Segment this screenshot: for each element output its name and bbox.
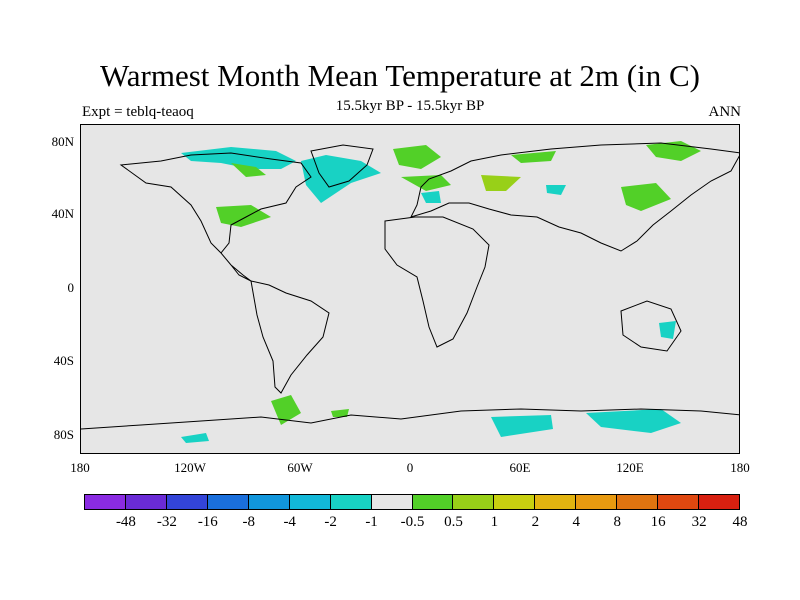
- colorbar-label: 16: [650, 514, 666, 530]
- colorbar-label: 48: [732, 514, 748, 530]
- anomaly-patch: [659, 321, 676, 339]
- colorbar: [84, 494, 740, 510]
- anomaly-patch: [546, 185, 566, 195]
- colorbar-label: 8: [613, 514, 621, 530]
- colorbar-label: -16: [197, 514, 218, 530]
- lon-tick-label: 0: [406, 460, 414, 475]
- anomaly-patch: [401, 175, 451, 191]
- lat-tick-label: 40N: [51, 206, 74, 221]
- colorbar-label: -48: [115, 514, 136, 530]
- lon-tick-label: 60W: [287, 460, 313, 475]
- anomaly-patch: [181, 147, 296, 169]
- colorbar-swatch: [575, 494, 618, 510]
- lat-tick-label: 80N: [51, 134, 74, 149]
- colorbar-label: -0.5: [400, 514, 425, 530]
- world-map: [80, 124, 740, 454]
- colorbar-label: -2: [324, 514, 337, 530]
- anomaly-patch: [331, 409, 349, 417]
- lon-tick-label: 180: [70, 460, 90, 475]
- colorbar-label: -32: [156, 514, 177, 530]
- colorbar-label: -4: [283, 514, 296, 530]
- colorbar-swatch: [370, 494, 413, 510]
- anomaly-patch: [271, 395, 301, 425]
- map-title: Warmest Month Mean Temperature at 2m (in…: [100, 58, 700, 93]
- colorbar-swatch: [124, 494, 167, 510]
- colorbar-swatch: [616, 494, 659, 510]
- anomaly-patch: [181, 433, 209, 443]
- colorbar-label: 0.5: [444, 514, 463, 530]
- coastlines: [81, 142, 739, 430]
- anomaly-patch: [586, 409, 681, 433]
- colorbar-label: -1: [365, 514, 378, 530]
- coastline-australia: [620, 300, 682, 352]
- colorbar-swatch: [288, 494, 331, 510]
- season-label: ANN: [708, 104, 742, 120]
- anomaly-patch: [621, 183, 671, 211]
- coastline-antarctica: [81, 408, 739, 430]
- colorbar-swatch: [452, 494, 495, 510]
- colorbar-swatch: [206, 494, 249, 510]
- lat-tick-label: 80S: [53, 427, 74, 442]
- colorbar-swatch: [657, 494, 700, 510]
- lon-tick-label: 180: [730, 460, 750, 475]
- anomaly-patch: [511, 151, 556, 163]
- coastline-africa: [384, 216, 490, 348]
- lon-tick-label: 120E: [616, 460, 644, 475]
- coastline-north-america: [119, 152, 312, 282]
- colorbar-label: 4: [572, 514, 581, 530]
- anomaly-patches: [181, 141, 701, 443]
- map-subtitle: 15.5kyr BP - 15.5kyr BP: [335, 98, 485, 114]
- colorbar-swatch: [329, 494, 372, 510]
- anomaly-patch: [481, 175, 521, 191]
- colorbar-swatch: [411, 494, 454, 510]
- colorbar-swatch: [493, 494, 536, 510]
- colorbar-swatch: [84, 494, 126, 510]
- anomaly-patch: [231, 163, 266, 177]
- colorbar-label: -8: [242, 514, 256, 530]
- lat-tick-label: 0: [67, 280, 75, 295]
- coastline-greenland: [310, 144, 374, 188]
- anomaly-patch: [301, 155, 381, 203]
- colorbar-label: 1: [490, 514, 499, 530]
- anomaly-patch: [393, 145, 441, 169]
- colorbar-swatch: [247, 494, 290, 510]
- lat-tick-label: 40S: [53, 353, 74, 368]
- anomaly-patch: [491, 415, 553, 437]
- coastline-europe-asia: [410, 142, 739, 252]
- coastline-south-america: [250, 280, 330, 394]
- lon-tick-label: 60E: [509, 460, 531, 475]
- colorbar-swatch: [698, 494, 740, 510]
- colorbar-label: 32: [691, 514, 707, 530]
- colorbar-label: 2: [531, 514, 540, 530]
- colorbar-swatch: [165, 494, 208, 510]
- lon-tick-label: 120W: [174, 460, 206, 475]
- anomaly-patch: [421, 191, 441, 203]
- map-canvas: [81, 141, 739, 443]
- experiment-label: Expt = teblq-teaoq: [82, 104, 194, 120]
- colorbar-swatch: [534, 494, 577, 510]
